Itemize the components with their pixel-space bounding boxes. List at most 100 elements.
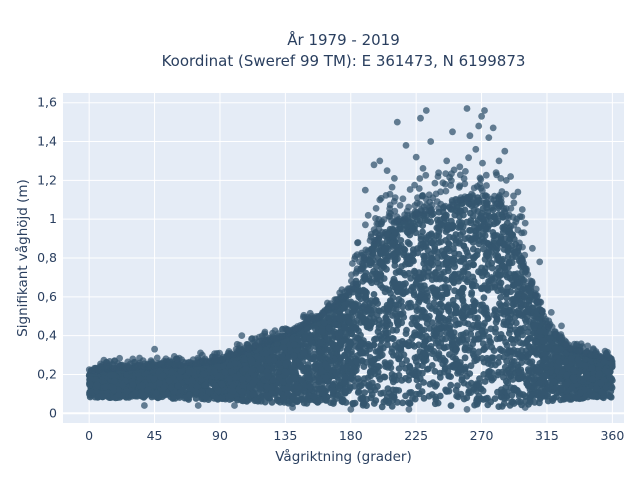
data-point [420, 357, 428, 365]
data-point [346, 365, 354, 372]
data-point [431, 400, 439, 408]
data-point [399, 399, 406, 407]
data-point [380, 373, 388, 381]
data-point [119, 381, 126, 389]
data-point [300, 387, 308, 395]
data-point [370, 291, 378, 298]
data-point [372, 297, 380, 305]
data-point [394, 398, 401, 406]
data-point [268, 389, 276, 397]
data-point [440, 344, 448, 352]
data-point [563, 381, 570, 389]
data-point [428, 319, 436, 326]
data-point [512, 336, 519, 343]
data-point [318, 367, 326, 375]
data-point [481, 255, 489, 263]
data-point [508, 358, 516, 366]
data-point [249, 379, 257, 387]
data-point [541, 351, 549, 358]
data-point [350, 319, 358, 327]
data-point [387, 289, 394, 297]
data-point [384, 308, 392, 316]
data-point [404, 342, 412, 350]
data-point [128, 392, 136, 400]
data-point [448, 333, 456, 340]
data-point [417, 241, 425, 248]
data-point [505, 329, 513, 337]
data-point [274, 397, 282, 405]
data-point [294, 347, 302, 354]
data-point [361, 301, 369, 308]
data-point [280, 397, 287, 404]
data-point [467, 389, 475, 396]
data-point [99, 393, 107, 400]
data-point [340, 305, 347, 312]
data-point [437, 300, 445, 308]
data-point [437, 220, 445, 228]
data-point [593, 385, 600, 392]
data-point [536, 366, 544, 374]
data-point [497, 393, 505, 400]
data-point [487, 361, 495, 369]
data-point [475, 348, 483, 356]
data-point [400, 269, 407, 277]
data-point [528, 369, 536, 376]
data-point [345, 338, 352, 346]
data-point [444, 267, 452, 275]
data-point [448, 275, 456, 283]
data-point [413, 321, 421, 329]
data-point [290, 361, 297, 369]
data-point [487, 398, 495, 406]
data-point [474, 247, 481, 255]
data-point [315, 348, 323, 355]
data-point [478, 327, 486, 335]
data-point [506, 369, 513, 377]
data-point [406, 240, 413, 248]
data-point [544, 390, 551, 398]
data-point [574, 356, 582, 364]
data-point [443, 329, 450, 337]
data-point [502, 271, 509, 279]
data-point [434, 259, 442, 267]
data-point [512, 319, 520, 327]
data-point [517, 300, 524, 307]
data-point [317, 396, 325, 404]
data-point [487, 338, 495, 346]
data-point [491, 306, 499, 313]
data-point [355, 293, 363, 301]
data-point [526, 334, 534, 342]
data-point [341, 313, 348, 320]
data-point [469, 200, 477, 208]
data-point [510, 385, 517, 393]
data-point [431, 242, 438, 250]
data-point [381, 245, 389, 253]
data-point [413, 279, 420, 287]
data-point [510, 249, 518, 256]
data-point [409, 394, 416, 402]
data-point [456, 240, 463, 247]
data-point [192, 395, 200, 402]
data-point [477, 212, 485, 220]
data-point [317, 339, 324, 347]
data-point [581, 362, 589, 369]
data-point [347, 355, 354, 362]
data-point [339, 364, 347, 372]
data-point [479, 387, 487, 395]
data-point [502, 377, 510, 385]
data-point [447, 381, 455, 389]
data-point [352, 324, 360, 332]
data-point [318, 328, 326, 335]
data-point [423, 289, 431, 297]
data-point [319, 385, 326, 392]
data-point [389, 251, 397, 259]
data-point [533, 389, 541, 397]
data-point [349, 400, 357, 407]
data-point [417, 233, 425, 240]
data-point [367, 394, 375, 402]
data-point [490, 237, 498, 245]
data-point [257, 365, 265, 373]
data-point [478, 264, 485, 272]
data-point [532, 338, 540, 346]
data-point [316, 354, 323, 362]
data-point [399, 309, 407, 317]
